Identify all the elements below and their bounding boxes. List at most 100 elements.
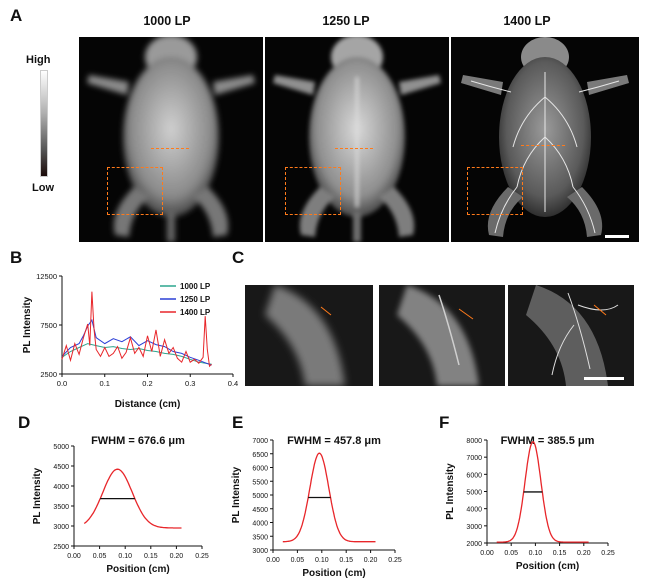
zoom-image-1250lp: [379, 285, 505, 386]
chart-d-x-tick-label: 0.05: [93, 553, 107, 560]
colorbar-high-label: High: [26, 54, 51, 66]
chart-e-y-tick-label: 4500: [252, 507, 268, 514]
chart-d-x-tick-label: 0.25: [195, 553, 209, 560]
chart-e-x-tick-label: 0.05: [291, 557, 305, 564]
chart-d-ylabel: PL Intensity: [32, 467, 43, 524]
chart-b-ylabel: PL Intensity: [22, 296, 33, 353]
chart-d-xlabel: Position (cm): [106, 564, 169, 575]
mouse-silhouette-1250lp: [273, 37, 441, 242]
chart-f-x-tick-label: 0.10: [529, 550, 543, 557]
chart-f-y-tick-label: 8000: [466, 438, 482, 445]
chart-f-y-tick-label: 7000: [466, 455, 482, 462]
chart-d-x-tick-label: 0.10: [118, 553, 132, 560]
chart-b-xlabel: Distance (cm): [115, 399, 181, 410]
scale-bar-a: [605, 235, 629, 238]
roi-box-1000lp: [107, 167, 163, 215]
image-title-1250lp: 1250 LP: [322, 14, 370, 28]
chart-f-gaussian-curve: [496, 441, 589, 543]
chart-b-line-profile: 0.0 0.1 0.2 0.3 0.4 2500 7500 12500 1000 LP 1250…: [22, 272, 238, 410]
chart-b-series-line: [61, 291, 212, 368]
chart-b-legend-label: 1250 LP: [180, 295, 211, 304]
zoom-leg-1250lp: [397, 285, 479, 386]
chart-f-y-tick-label: 3000: [466, 524, 482, 531]
image-title-1400lp: 1400 LP: [503, 14, 551, 28]
chart-d-x-tick-label: 0.20: [170, 553, 184, 560]
chart-d-y-tick-label: 5000: [53, 444, 69, 451]
line-roi-1250lp: [335, 148, 373, 149]
chart-b-y-tick-label: 2500: [40, 370, 57, 379]
chart-e-y-tick-label: 7000: [252, 438, 268, 445]
chart-f-ylabel: PL Intensity: [445, 463, 456, 520]
panel-letter-c: C: [232, 248, 245, 267]
zoom-image-1400lp: [508, 285, 634, 386]
chart-d-y-tick-label: 4500: [53, 464, 69, 471]
panel-letter-a: A: [10, 6, 23, 25]
chart-b-legend-label: 1000 LP: [180, 282, 211, 291]
mouse-silhouette-1000lp: [87, 37, 255, 242]
chart-e-x-tick-label: 0.00: [266, 557, 280, 564]
chart-e-fwhm: FWHM = 457.8 μm 0.00 0.05 0.10 0.15 0.20 0.25…: [231, 435, 402, 578]
chart-e-gaussian-curve: [282, 452, 376, 543]
chart-e-x-tick-label: 0.10: [315, 557, 329, 564]
chart-e-x-tick-label: 0.25: [388, 557, 402, 564]
chart-d-y-tick-label: 2500: [53, 544, 69, 551]
chart-b-x-tick-label: 0.1: [100, 379, 110, 388]
line-roi-1000lp: [151, 148, 189, 149]
chart-f-xlabel: Position (cm): [516, 561, 579, 572]
chart-e-x-tick-label: 0.20: [364, 557, 378, 564]
chart-f-x-tick-label: 0.20: [577, 550, 591, 557]
chart-f-x-tick-label: 0.05: [504, 550, 518, 557]
panel-letter-f: F: [439, 413, 450, 432]
zoom-image-1000lp: [245, 285, 373, 386]
chart-b-x-tick-label: 0.0: [57, 379, 67, 388]
chart-e-xlabel: Position (cm): [302, 568, 365, 578]
chart-f-fwhm: FWHM = 385.5 μm 0.00 0.05 0.10 0.15 0.20 0.25…: [445, 435, 615, 572]
chart-b-legend-label: 1400 LP: [180, 308, 211, 317]
chart-e-y-tick-label: 5000: [252, 493, 268, 500]
chart-e-y-tick-label: 6500: [252, 452, 268, 459]
chart-e-y-tick-label: 3500: [252, 534, 268, 541]
chart-f-x-tick-label: 0.00: [480, 550, 494, 557]
chart-f-y-tick-label: 5000: [466, 490, 482, 497]
chart-b-x-tick-label: 0.3: [185, 379, 195, 388]
zoom-leg-1000lp: [265, 285, 345, 386]
chart-d-title: FWHM = 676.6 μm: [91, 435, 185, 447]
chart-f-y-tick-label: 4000: [466, 507, 482, 514]
chart-d-y-tick-label: 3500: [53, 504, 69, 511]
chart-f-title: FWHM = 385.5 μm: [501, 435, 595, 447]
chart-b-series-line: [61, 343, 212, 365]
chart-d-y-tick-label: 4000: [53, 484, 69, 491]
chart-f-y-tick-label: 6000: [466, 472, 482, 479]
chart-d-x-tick-label: 0.00: [67, 553, 81, 560]
chart-e-y-tick-label: 5500: [252, 479, 268, 486]
chart-d-y-tick-label: 3000: [53, 524, 69, 531]
chart-b-y-tick-label: 7500: [40, 321, 57, 330]
chart-b-x-tick-label: 0.2: [142, 379, 152, 388]
chart-f-x-tick-label: 0.15: [553, 550, 567, 557]
chart-f-y-tick-label: 2000: [466, 541, 482, 548]
mouse-image-1250lp: [265, 37, 449, 242]
mouse-image-1400lp: [451, 37, 639, 242]
chart-e-x-tick-label: 0.15: [339, 557, 353, 564]
chart-e-y-tick-label: 4000: [252, 521, 268, 528]
image-title-1000lp: 1000 LP: [143, 14, 191, 28]
chart-f-x-tick-label: 0.25: [601, 550, 615, 557]
chart-e-title: FWHM = 457.8 μm: [287, 435, 381, 447]
chart-e-y-tick-label: 6000: [252, 466, 268, 473]
chart-b-y-tick-label: 12500: [36, 272, 57, 281]
chart-b-x-tick-label: 0.4: [228, 379, 238, 388]
colorbar: [40, 70, 48, 177]
roi-box-1250lp: [285, 167, 341, 215]
chart-e-ylabel: PL Intensity: [231, 466, 242, 523]
chart-d-fwhm: FWHM = 676.6 μm 0.00 0.05 0.10 0.15 0.20 0.25…: [32, 435, 209, 575]
scale-bar-c: [584, 377, 624, 380]
panel-letter-b: B: [10, 248, 23, 267]
line-roi-1400lp: [521, 145, 565, 146]
panel-letter-d: D: [18, 413, 31, 432]
chart-e-y-tick-label: 3000: [252, 548, 268, 555]
panel-letter-e: E: [232, 413, 244, 432]
colorbar-low-label: Low: [32, 182, 54, 194]
zoom-leg-1400lp: [526, 285, 619, 386]
chart-d-x-tick-label: 0.15: [144, 553, 158, 560]
mouse-image-1000lp: [79, 37, 263, 242]
